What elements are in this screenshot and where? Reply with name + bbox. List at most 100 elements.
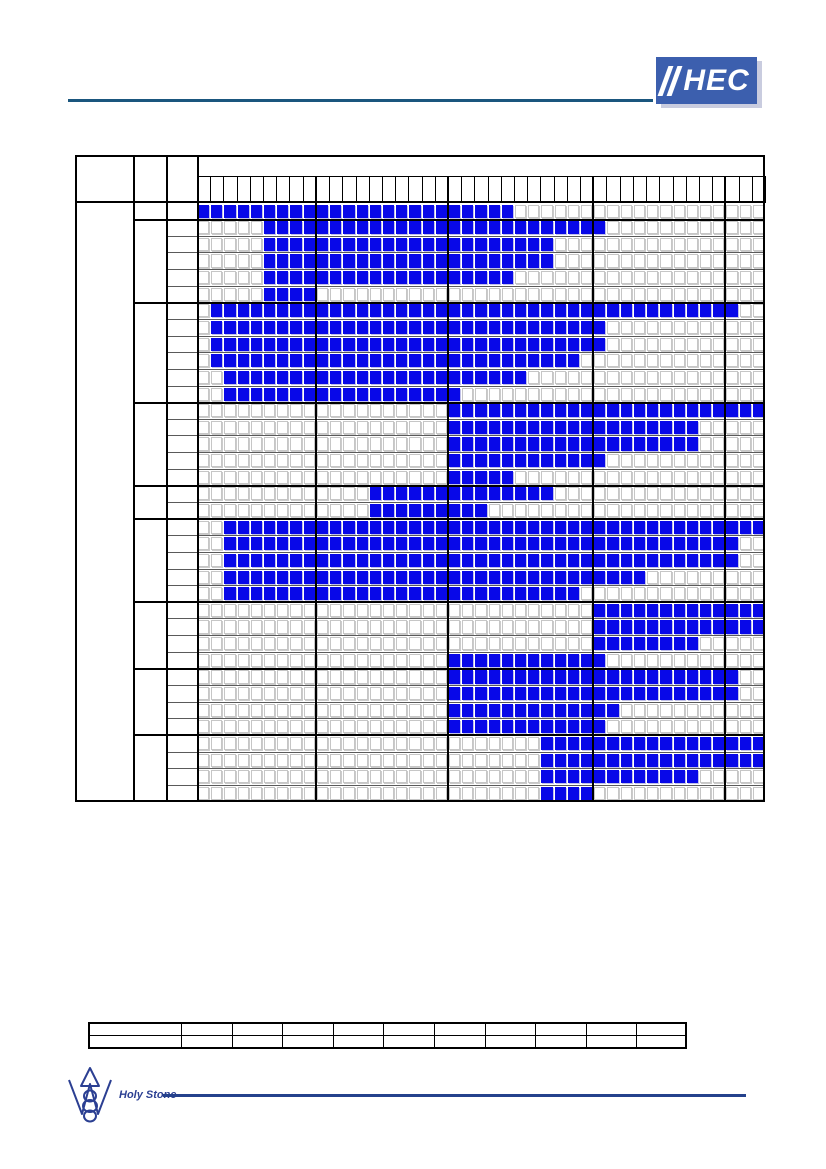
grid-cell-filled xyxy=(290,553,302,568)
grid-cell-filled xyxy=(211,204,223,218)
row-divider xyxy=(166,751,765,753)
grid-cell-filled xyxy=(409,354,421,368)
grid-cell-filled xyxy=(488,670,500,684)
row-group-divider xyxy=(133,734,765,737)
grid-cell-filled xyxy=(699,304,712,318)
grid-cell xyxy=(515,470,527,484)
grid-cell-filled xyxy=(462,304,474,318)
grid-cell xyxy=(699,770,712,784)
grid-cell xyxy=(237,637,249,651)
grid-cell xyxy=(409,437,421,451)
column-header-divider xyxy=(302,176,304,203)
grid-cell xyxy=(237,254,249,268)
grid-cell xyxy=(343,504,355,518)
grid-cell-filled xyxy=(647,687,659,701)
grid-cell xyxy=(594,354,606,368)
grid-cell-filled xyxy=(475,720,487,734)
grid-cell xyxy=(620,370,632,384)
grid-cell-filled xyxy=(316,387,329,401)
grid-cell xyxy=(224,237,236,251)
grid-cell-filled xyxy=(475,570,487,584)
grid-cell xyxy=(633,320,646,335)
grid-cell xyxy=(647,254,659,268)
grid-cell-filled xyxy=(409,304,421,318)
grid-cell-filled xyxy=(475,271,487,285)
grid-cell xyxy=(264,603,276,617)
grid-cell-filled xyxy=(515,587,527,601)
grid-cell-filled xyxy=(515,570,527,584)
column-header-divider xyxy=(263,176,265,203)
grid-cell-filled xyxy=(660,553,672,568)
grid-cell-filled xyxy=(607,570,619,584)
grid-cell-filled xyxy=(633,753,646,767)
grid-cell-filled xyxy=(541,570,553,584)
grid-cell-filled xyxy=(462,437,474,451)
grid-cell-filled xyxy=(396,553,408,568)
grid-cell xyxy=(660,287,672,301)
grid-cell xyxy=(198,271,210,285)
grid-cell xyxy=(607,504,619,518)
grid-cell-filled xyxy=(581,670,593,684)
grid-cell-filled xyxy=(554,537,566,551)
grid-cell-filled xyxy=(686,736,698,751)
grid-cell-filled xyxy=(343,204,355,218)
grid-cell-filled xyxy=(343,570,355,584)
grid-cell-filled xyxy=(488,454,500,468)
grid-cell xyxy=(686,570,698,584)
grid-cell xyxy=(699,271,712,285)
grid-cell xyxy=(382,736,395,751)
grid-cell xyxy=(660,454,672,468)
grid-cell xyxy=(660,237,672,251)
grid-cell-filled xyxy=(541,720,553,734)
grid-cell-filled xyxy=(515,454,527,468)
grid-cell-filled xyxy=(277,237,289,251)
grid-cell-filled xyxy=(488,537,500,551)
grid-cell xyxy=(554,470,566,484)
grid-cell xyxy=(277,470,289,484)
grid-cell-filled xyxy=(660,670,672,684)
grid-cell-filled xyxy=(396,520,408,534)
grid-cell xyxy=(699,420,712,434)
grid-cell-filled xyxy=(462,237,474,251)
grid-cell xyxy=(356,670,368,684)
grid-cell-filled xyxy=(713,670,725,684)
grid-cell xyxy=(488,637,500,651)
grid-cell-filled xyxy=(475,670,487,684)
grid-cell-filled xyxy=(369,304,381,318)
grid-cell-filled xyxy=(594,703,606,717)
grid-cell xyxy=(396,620,408,634)
grid-cell-filled xyxy=(277,287,289,301)
grid-cell-filled xyxy=(752,753,764,767)
grid-cell xyxy=(198,337,210,351)
grid-cell-filled xyxy=(264,287,276,301)
grid-cell-filled xyxy=(647,770,659,784)
grid-cell xyxy=(647,287,659,301)
grid-cell xyxy=(356,653,368,667)
grid-cell-filled xyxy=(528,570,540,584)
grid-cell xyxy=(739,653,751,667)
grid-cell xyxy=(448,603,461,617)
grid-cell-filled xyxy=(462,271,474,285)
grid-cell-filled xyxy=(554,354,566,368)
grid-cell-filled xyxy=(316,237,329,251)
grid-cell-filled xyxy=(673,753,685,767)
grid-cell-filled xyxy=(581,404,593,418)
grid-cell xyxy=(330,454,342,468)
grid-cell xyxy=(264,753,276,767)
grid-cell-filled xyxy=(528,354,540,368)
grid-cell-filled xyxy=(382,221,395,235)
grid-cell xyxy=(554,287,566,301)
grid-cell xyxy=(699,786,712,800)
grid-cell-filled xyxy=(237,354,249,368)
grid-cell-filled xyxy=(343,320,355,335)
grid-cell-filled xyxy=(488,687,500,701)
grid-cell xyxy=(673,703,685,717)
grid-cell-filled xyxy=(594,454,606,468)
grid-cell-filled xyxy=(686,753,698,767)
grid-cell xyxy=(330,404,342,418)
row-divider xyxy=(166,568,765,570)
grid-cell xyxy=(211,736,223,751)
grid-cell-filled xyxy=(290,587,302,601)
grid-cell xyxy=(686,786,698,800)
grid-cell-filled xyxy=(316,221,329,235)
